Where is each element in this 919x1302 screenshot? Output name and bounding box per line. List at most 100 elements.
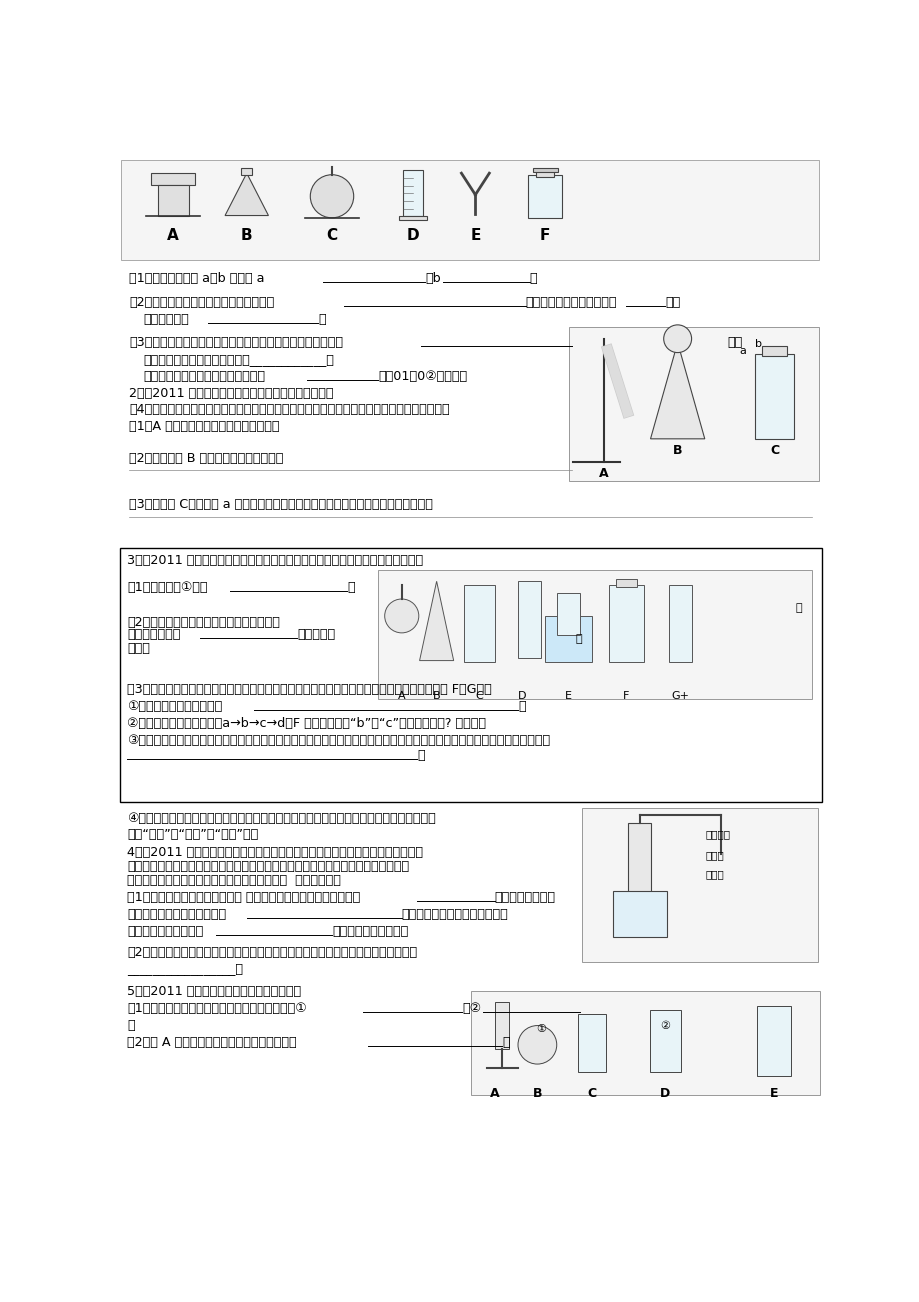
Text: 3、（2011 湖北）下图是实验室常见的制取气体的装置根据下列装置图回答问题。: 3、（2011 湖北）下图是实验室常见的制取气体的装置根据下列装置图回答问题。 <box>127 555 423 568</box>
Text: 并收集中还应选择的装置组合是____________。: 并收集中还应选择的装置组合是____________。 <box>142 353 334 366</box>
Text: E: E <box>470 228 480 243</box>
Text: （填字母序: （填字母序 <box>297 629 335 642</box>
Text: 稀盐酸: 稀盐酸 <box>705 870 723 879</box>
Text: B: B <box>672 444 682 457</box>
Text: C: C <box>475 691 482 702</box>
Text: ②: ② <box>660 1021 670 1031</box>
Bar <box>152 173 195 185</box>
Text: ①写出该反应的化学方程式: ①写出该反应的化学方程式 <box>127 700 222 713</box>
Text: （1）写出图中付器 a、b 的名称 a: （1）写出图中付器 a、b 的名称 a <box>129 272 264 285</box>
Bar <box>241 168 252 174</box>
Bar <box>463 585 494 663</box>
Text: ，b: ，b <box>425 272 440 285</box>
Text: G+: G+ <box>671 691 689 702</box>
Bar <box>754 354 793 439</box>
Text: 发生反应的化学方程式: 发生反应的化学方程式 <box>332 924 408 937</box>
Text: D: D <box>517 691 526 702</box>
Bar <box>535 171 554 177</box>
Text: E: E <box>768 1087 777 1100</box>
Text: ，气: ，气 <box>664 297 680 310</box>
Text: F: F <box>539 228 550 243</box>
Text: （2）实验室制取二氧化碗的化学方程式是: （2）实验室制取二氧化碗的化学方程式是 <box>129 297 274 310</box>
Bar <box>517 581 540 659</box>
Text: （3）若采用 C（气体由 a 口进入）收集到一种气体，请简述验证该气体的实验方法。: （3）若采用 C（气体由 a 口进入）收集到一种气体，请简述验证该气体的实验方法… <box>129 499 432 512</box>
Text: B: B <box>432 691 440 702</box>
Text: ，: ， <box>502 1035 509 1048</box>
Text: （3）、实验室加热氯酸骨和二氧化锄制取氧气的化学方程式是: （3）、实验室加热氯酸骨和二氧化锄制取氧气的化学方程式是 <box>129 336 343 349</box>
Bar <box>616 579 636 587</box>
Text: b: b <box>754 339 761 349</box>
Text: 。应选择的气体发生装置是: 。应选择的气体发生装置是 <box>525 297 617 310</box>
Text: A: A <box>167 228 179 243</box>
Bar <box>157 185 188 216</box>
Bar <box>761 346 786 355</box>
Bar <box>581 807 817 962</box>
Circle shape <box>663 326 691 353</box>
Text: ；②: ；② <box>461 1001 481 1014</box>
Text: 。: 。 <box>417 749 425 762</box>
Text: D: D <box>406 228 419 243</box>
Text: 若用: 若用 <box>726 336 742 349</box>
Text: 5、（2011 山东）根据下列实验装置图填空：: 5、（2011 山东）根据下列实验装置图填空： <box>127 984 301 997</box>
Text: （2）写出选用 B 制取氧气的化学方程式。: （2）写出选用 B 制取氧气的化学方程式。 <box>129 452 283 465</box>
Text: （填药品名称，下: （填药品名称，下 <box>494 891 555 904</box>
Bar <box>403 171 423 216</box>
Text: 2、（2011 广东）右图是实验室制取气体的常用装置。: 2、（2011 广东）右图是实验室制取气体的常用装置。 <box>129 387 333 400</box>
Text: F: F <box>623 691 629 702</box>
Text: （1）写出上图所示装置中标有序号的付器名称：①: （1）写出上图所示装置中标有序号的付器名称：① <box>127 1001 307 1014</box>
Text: 。: 。 <box>517 700 525 713</box>
Bar <box>545 616 591 663</box>
Bar <box>556 592 579 635</box>
Bar <box>471 991 820 1095</box>
Text: （3）实验室用一定质量的高锴酸鑇制取氧气，通过排水量测定所收集到的氧气体积（装置选用 F、G）。: （3）实验室用一定质量的高锴酸鑇制取氧气，通过排水量测定所收集到的氧气体积（装置… <box>127 684 492 697</box>
Text: ④若改用氯酸鑇和二氧化锄来制取氧气，则二氧化锄在反应前后固体混合物中的质量分数将: ④若改用氯酸鑇和二氧化锄来制取氧气，则二氧化锄在反应前后固体混合物中的质量分数将 <box>127 812 436 825</box>
Text: 通底试管: 通底试管 <box>705 829 730 840</box>
Text: （1）标号他器①的名: （1）标号他器①的名 <box>127 581 208 594</box>
Text: C: C <box>769 444 778 457</box>
Bar <box>569 327 818 482</box>
Text: 置和收集装置为: 置和收集装置为 <box>127 629 180 642</box>
Text: 。: 。 <box>347 581 355 594</box>
Text: （塡01或0②）通入。: （塡01或0②）通入。 <box>378 370 467 383</box>
Text: （填“变大”、“变小”或“不变”）。: （填“变大”、“变小”或“不变”）。 <box>127 828 258 841</box>
Polygon shape <box>225 173 268 216</box>
Bar <box>756 1006 790 1075</box>
Bar <box>612 891 666 937</box>
Text: 内的铜丝球上方应盛放: 内的铜丝球上方应盛放 <box>127 924 203 937</box>
Text: A: A <box>398 691 405 702</box>
Text: 水: 水 <box>574 634 581 644</box>
Bar <box>649 1010 680 1072</box>
Circle shape <box>384 599 418 633</box>
Text: （2）给 A 装置试管里的固体物质加热时，应先: （2）给 A 装置试管里的固体物质加热时，应先 <box>127 1035 297 1048</box>
Text: （2）实验室制取二氧化碗，应选择的发生装: （2）实验室制取二氧化碗，应选择的发生装 <box>127 616 280 629</box>
Text: E: E <box>564 691 572 702</box>
Text: ②若各装置的连接顺序是：a→b→c→d，F 装置内导管（“b”或“c”）该怎样延伸? 请画出。: ②若各装置的连接顺序是：a→b→c→d，F 装置内导管（“b”或“c”）该怎样延… <box>127 717 486 730</box>
Text: ①: ① <box>536 1025 546 1034</box>
Text: C: C <box>326 228 337 243</box>
Text: 盛满水的下装置收集氧气，应从导管: 盛满水的下装置收集氧气，应从导管 <box>142 370 265 383</box>
Text: 和烧杯，装配了一个在实验室制取气体的装置，  如右图所示。: 和烧杯，装配了一个在实验室制取气体的装置， 如右图所示。 <box>127 874 341 887</box>
Text: A: A <box>598 467 608 480</box>
Circle shape <box>517 1026 556 1064</box>
Bar <box>668 585 692 663</box>
Bar <box>528 176 562 217</box>
Text: 同），发生反应的化学方程式: 同），发生反应的化学方程式 <box>127 907 226 921</box>
Text: （4）甲烷是一种无色、无味、难溢于水的气体，实验室用加热无水醋酸鑃和碱石灰的方法制取: （4）甲烷是一种无色、无味、难溢于水的气体，实验室用加热无水醋酸鑃和碱石灰的方法… <box>129 402 449 415</box>
Bar <box>121 160 818 260</box>
Circle shape <box>310 174 353 217</box>
Text: C: C <box>586 1087 596 1100</box>
Text: a: a <box>739 346 745 357</box>
Bar <box>577 1014 605 1072</box>
Bar <box>494 1003 508 1048</box>
Polygon shape <box>419 581 453 660</box>
Bar <box>608 585 643 663</box>
Bar <box>399 216 426 220</box>
Text: 4、（2011 湖南）某化学兴趣小组在刷洗试管时，用力过猛，造成试管底被穿通，: 4、（2011 湖南）某化学兴趣小组在刷洗试管时，用力过猛，造成试管底被穿通， <box>127 846 423 859</box>
Bar <box>378 570 811 699</box>
Bar <box>628 823 651 892</box>
Text: 。: 。 <box>318 314 325 327</box>
Polygon shape <box>650 342 704 439</box>
Text: 体收集装置是: 体收集装置是 <box>142 314 188 327</box>
Text: 在老师的启发下，小组变废为宝，将铜丝球垫在试管底部，配上带单孔橡皮塞的导管: 在老师的启发下，小组变废为宝，将铜丝球垫在试管底部，配上带单孔橡皮塞的导管 <box>127 861 409 874</box>
Text: _________________。: _________________。 <box>127 962 244 975</box>
